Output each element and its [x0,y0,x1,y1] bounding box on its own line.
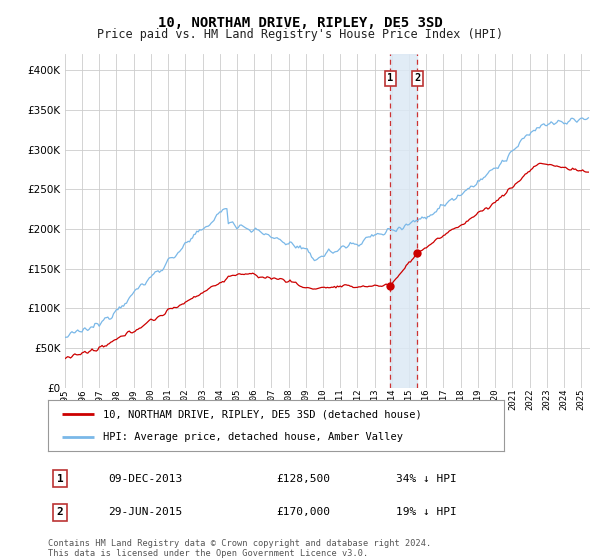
Text: £128,500: £128,500 [276,474,330,484]
Text: 1: 1 [388,73,394,83]
Text: 2: 2 [415,73,421,83]
Text: 19% ↓ HPI: 19% ↓ HPI [396,507,457,517]
Text: Contains HM Land Registry data © Crown copyright and database right 2024.
This d: Contains HM Land Registry data © Crown c… [48,539,431,558]
Text: 29-JUN-2015: 29-JUN-2015 [108,507,182,517]
Text: 09-DEC-2013: 09-DEC-2013 [108,474,182,484]
Bar [391,54,418,388]
Text: 34% ↓ HPI: 34% ↓ HPI [396,474,457,484]
Text: 1: 1 [56,474,64,484]
Text: 10, NORTHAM DRIVE, RIPLEY, DE5 3SD (detached house): 10, NORTHAM DRIVE, RIPLEY, DE5 3SD (deta… [103,409,421,419]
Text: 2: 2 [56,507,64,517]
Text: 10, NORTHAM DRIVE, RIPLEY, DE5 3SD: 10, NORTHAM DRIVE, RIPLEY, DE5 3SD [158,16,442,30]
Text: HPI: Average price, detached house, Amber Valley: HPI: Average price, detached house, Ambe… [103,432,403,442]
Text: £170,000: £170,000 [276,507,330,517]
Text: Price paid vs. HM Land Registry's House Price Index (HPI): Price paid vs. HM Land Registry's House … [97,28,503,41]
